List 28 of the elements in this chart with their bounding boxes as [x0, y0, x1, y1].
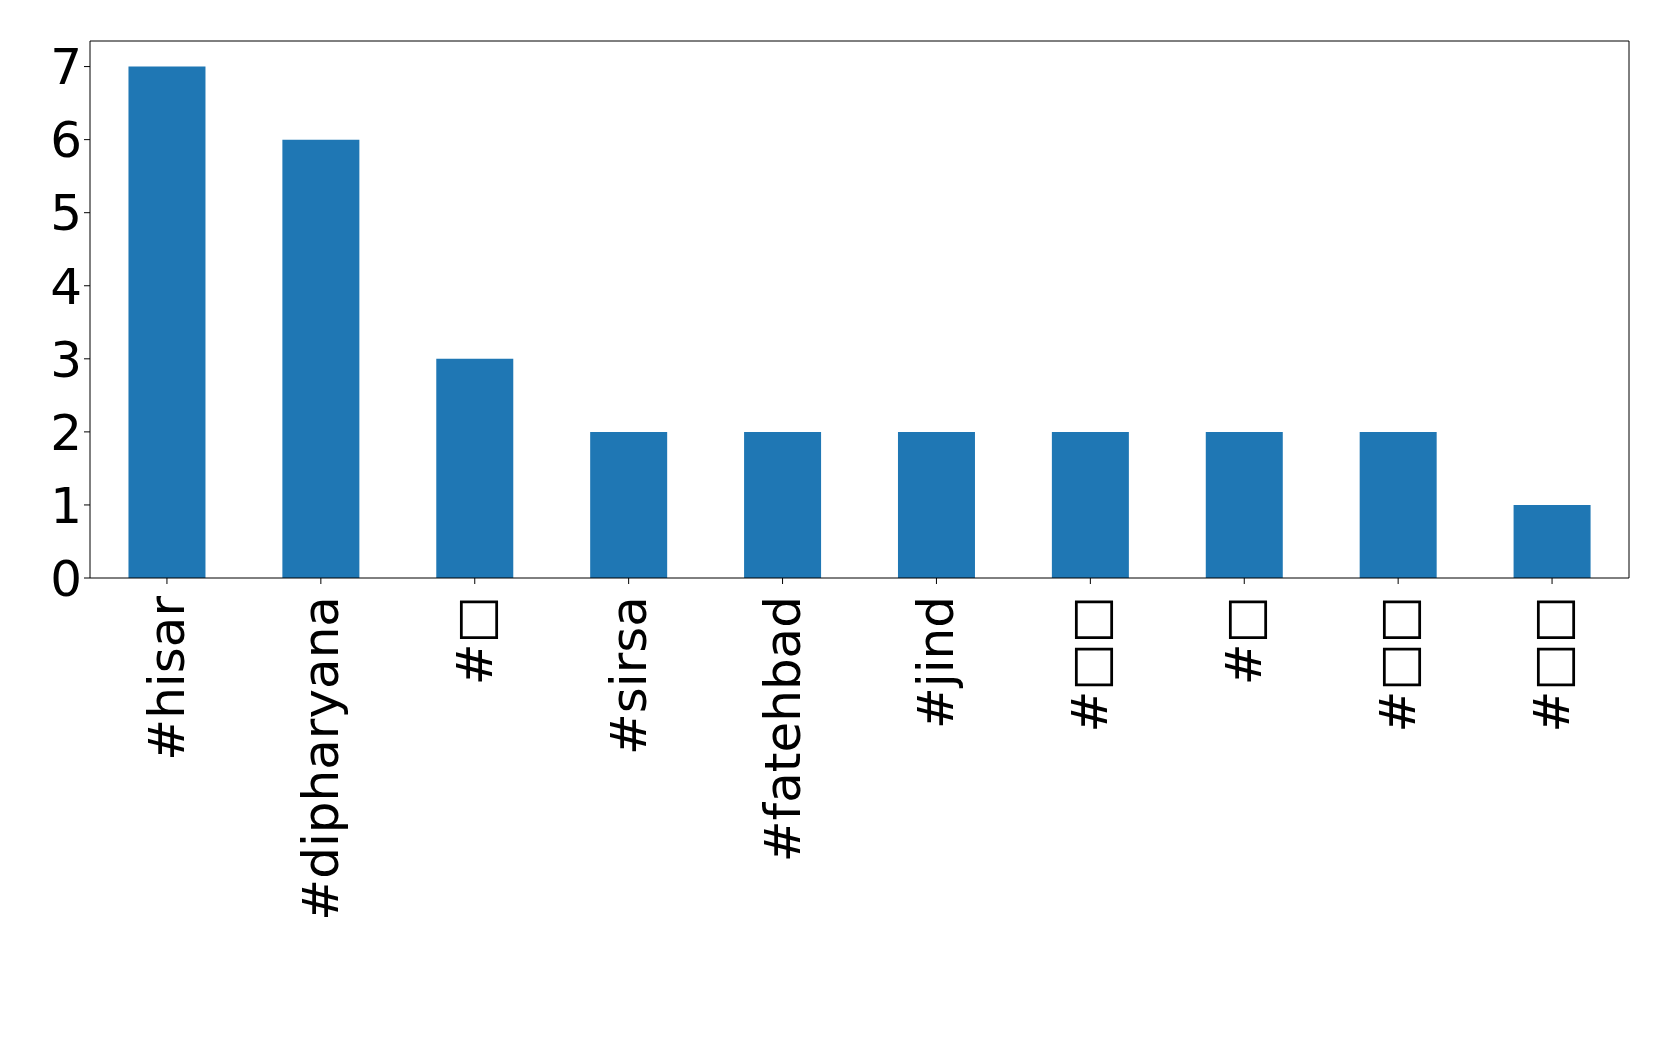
y-tick-label: 6: [50, 111, 82, 170]
y-tick-label: 1: [50, 476, 82, 535]
x-tick-label: #sirsa: [599, 596, 658, 756]
x-tick-label: #fatehbad: [753, 596, 812, 863]
bar: [282, 139, 360, 578]
x-tick-label: #□: [445, 596, 504, 686]
bar: [897, 431, 975, 578]
x-tick-label: #□: [1215, 596, 1274, 686]
y-tick-label: 0: [50, 549, 82, 608]
bar: [1051, 431, 1129, 578]
x-tick-label: #dipharyana: [291, 596, 350, 921]
x-tick-label: #hisar: [137, 595, 196, 761]
y-tick-label: 3: [50, 330, 82, 389]
bar: [744, 431, 822, 578]
x-tick-label: #□□: [1061, 596, 1120, 733]
bar: [128, 66, 206, 578]
y-tick-label: 4: [50, 257, 82, 316]
bar: [436, 358, 514, 578]
bar: [590, 431, 668, 578]
bar: [1205, 431, 1283, 578]
bar: [1513, 504, 1591, 578]
y-tick-label: 5: [50, 184, 82, 243]
x-tick-label: #jind: [907, 596, 966, 730]
x-tick-label: #□□: [1523, 596, 1582, 733]
y-tick-label: 2: [50, 403, 82, 462]
bar: [1359, 431, 1437, 578]
y-tick-label: 7: [50, 38, 82, 97]
x-tick-label: #□□: [1369, 596, 1428, 733]
